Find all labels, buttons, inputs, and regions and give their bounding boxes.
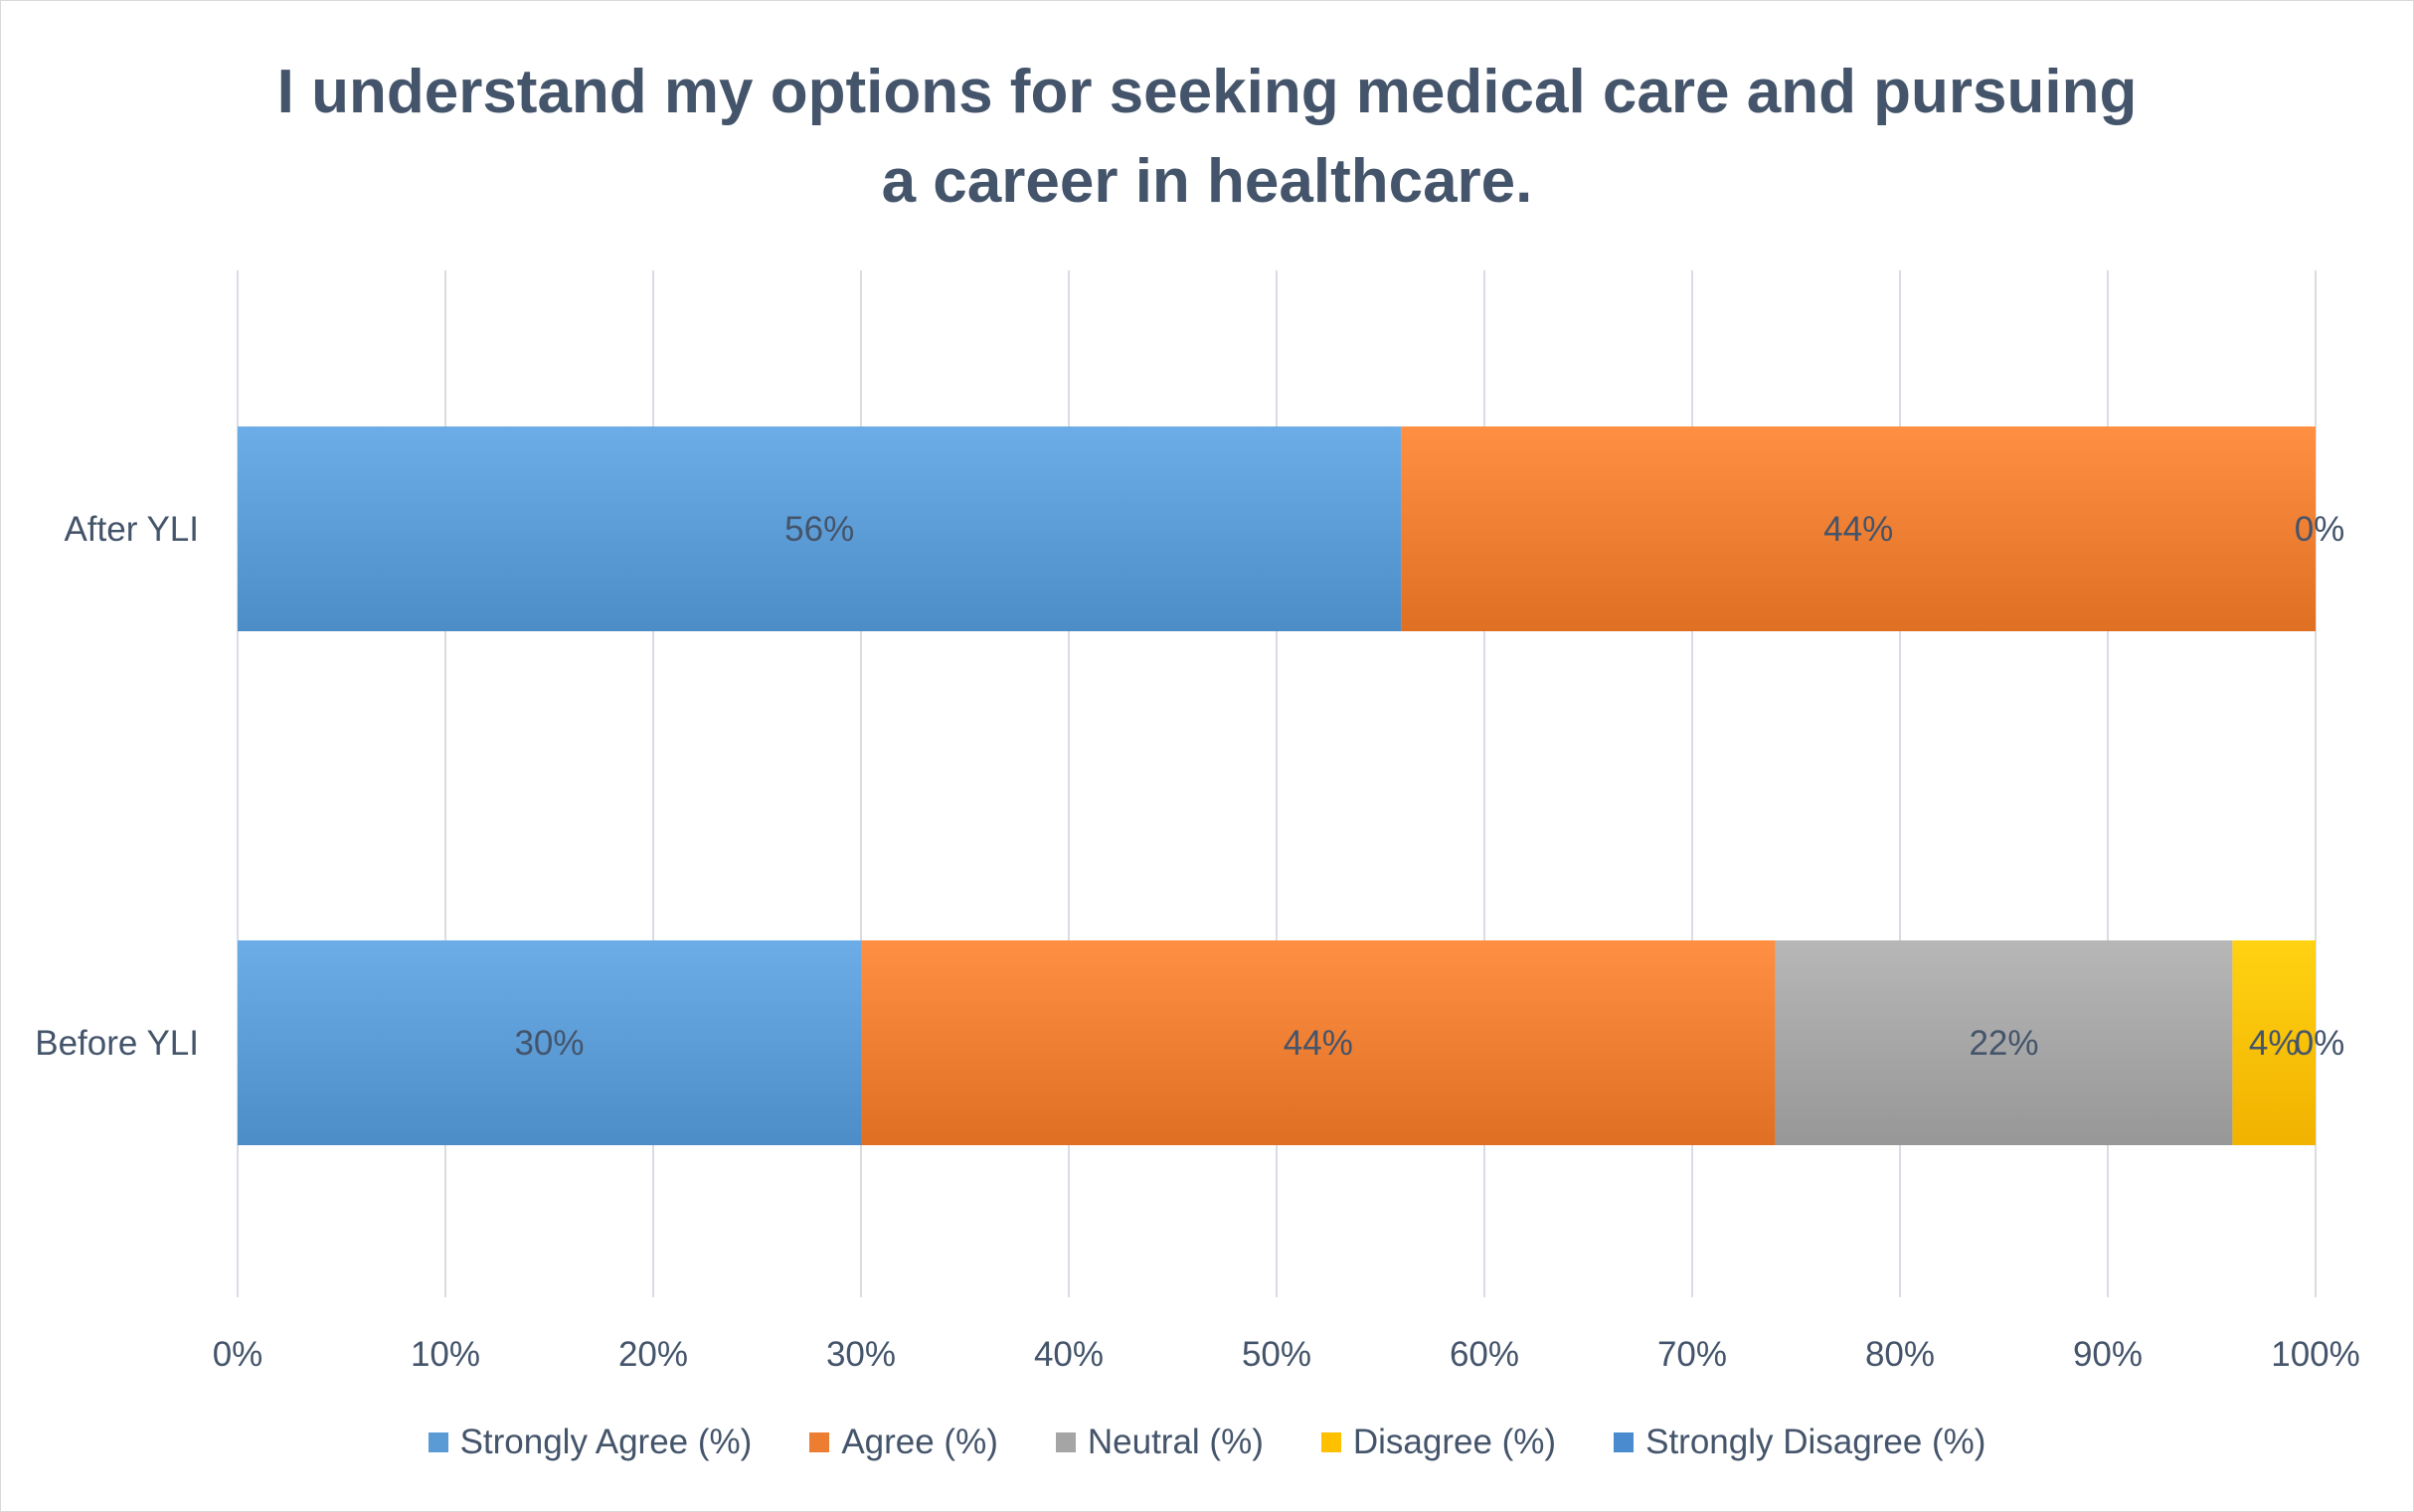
x-tick-label: 20% bbox=[618, 1335, 688, 1374]
x-tick-label: 100% bbox=[2271, 1335, 2360, 1374]
legend-item: Neutral (%) bbox=[1055, 1423, 1264, 1462]
legend-swatch bbox=[809, 1432, 830, 1452]
data-label: 30% bbox=[514, 1024, 584, 1063]
legend-item: Agree (%) bbox=[809, 1423, 998, 1462]
data-label: 44% bbox=[1284, 1024, 1353, 1063]
x-tick-label: 50% bbox=[1242, 1335, 1311, 1374]
x-tick-label: 40% bbox=[1034, 1335, 1104, 1374]
x-tick-label: 0% bbox=[213, 1335, 263, 1374]
legend-item: Strongly Agree (%) bbox=[428, 1423, 753, 1462]
data-label: 0% bbox=[2295, 510, 2345, 549]
x-tick-label: 10% bbox=[411, 1335, 480, 1374]
data-label: 22% bbox=[1969, 1024, 2038, 1063]
legend-swatch bbox=[1055, 1432, 1076, 1452]
x-tick-label: 90% bbox=[2073, 1335, 2143, 1374]
chart-title: I understand my options for seeking medi… bbox=[0, 48, 2414, 227]
chart-title-line-2: a career in healthcare. bbox=[881, 147, 1533, 216]
x-tick-label: 60% bbox=[1450, 1335, 1519, 1374]
bar-segment bbox=[238, 426, 1402, 631]
legend-label: Neutral (%) bbox=[1087, 1423, 1264, 1461]
x-tick-label: 80% bbox=[1865, 1335, 1935, 1374]
legend-label: Agree (%) bbox=[841, 1423, 998, 1461]
bar-segment bbox=[1401, 426, 2316, 631]
legend-swatch bbox=[1614, 1432, 1635, 1452]
legend-swatch bbox=[428, 1432, 448, 1452]
x-tick-label: 70% bbox=[1657, 1335, 1727, 1374]
legend-label: Disagree (%) bbox=[1352, 1423, 1557, 1461]
data-label: 0% bbox=[2295, 1024, 2345, 1063]
chart-legend: Strongly Agree (%) Agree (%) Neutral (%) Di… bbox=[0, 1418, 2414, 1467]
x-tick-label: 30% bbox=[826, 1335, 896, 1374]
chart-title-line-1: I understand my options for seeking medi… bbox=[276, 58, 2138, 126]
legend-swatch bbox=[1320, 1432, 1341, 1452]
legend-item: Disagree (%) bbox=[1320, 1423, 1557, 1462]
data-label: 4% bbox=[2249, 1024, 2300, 1063]
bar-segment bbox=[238, 940, 861, 1145]
y-category-label: Before YLI bbox=[35, 1024, 199, 1063]
bar-segment bbox=[2232, 940, 2316, 1145]
legend-label: Strongly Agree (%) bbox=[459, 1423, 753, 1461]
data-label: 56% bbox=[784, 510, 854, 549]
legend-item: Strongly Disagree (%) bbox=[1614, 1423, 1985, 1462]
y-category-label: After YLI bbox=[64, 510, 199, 549]
data-label: 44% bbox=[1823, 510, 1893, 549]
legend-label: Strongly Disagree (%) bbox=[1645, 1423, 1986, 1461]
bar-segment bbox=[861, 940, 1776, 1145]
bar-segment bbox=[1775, 940, 2233, 1145]
